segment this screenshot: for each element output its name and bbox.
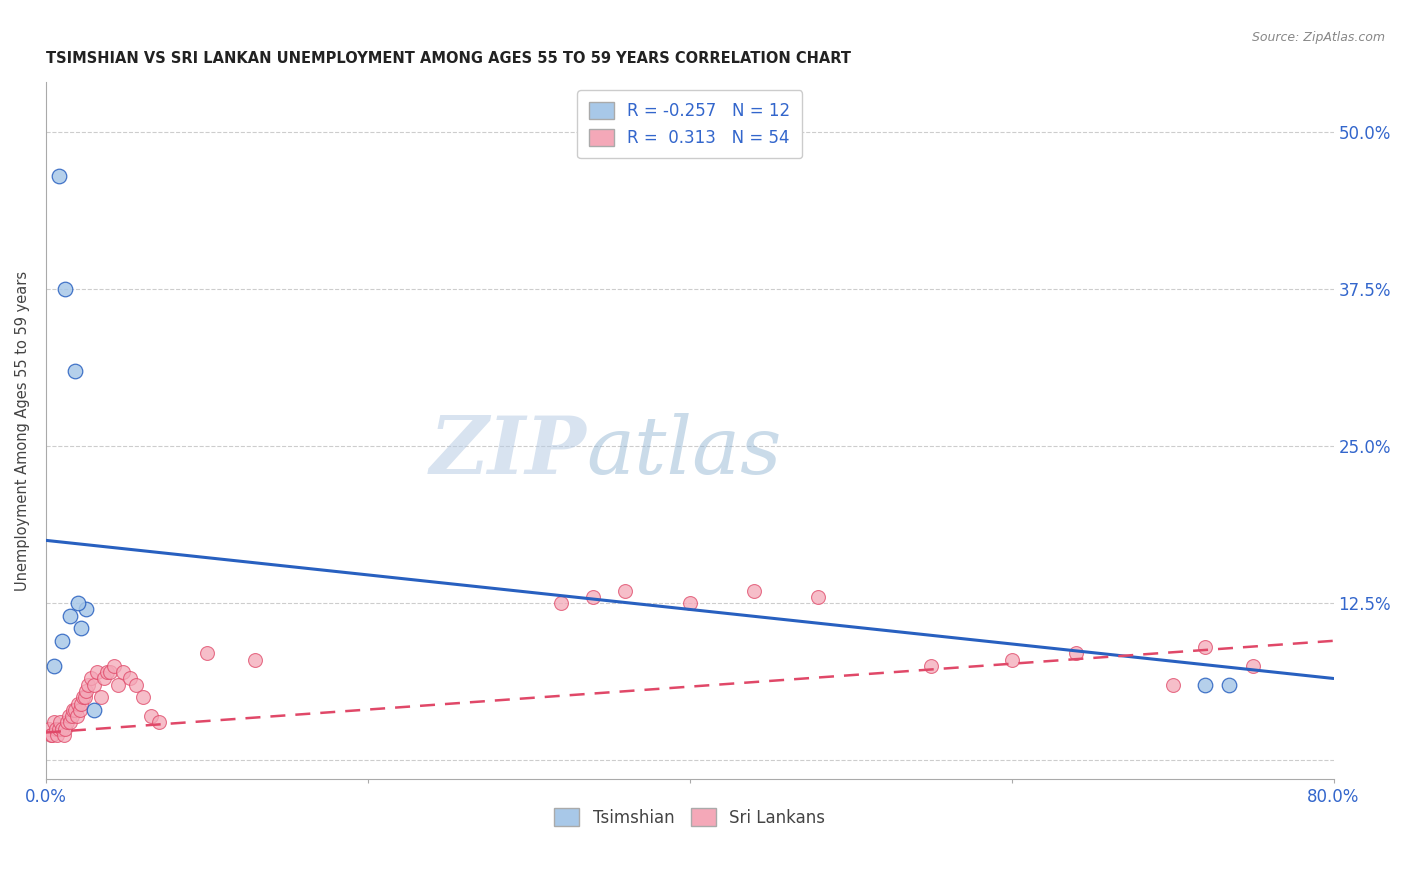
Point (93, 672, 115, 686)
Point (75, 684, 97, 698)
Point (75, 602, 97, 616)
Point (73, 690, 96, 705)
Point (112, 665, 135, 680)
Point (59, 608, 82, 623)
Point (53, 282, 76, 296)
Point (1064, 646, 1087, 660)
Point (48, 169, 70, 184)
Point (1161, 678, 1184, 692)
Text: TSIMSHIAN VS SRI LANKAN UNEMPLOYMENT AMONG AGES 55 TO 59 YEARS CORRELATION CHART: TSIMSHIAN VS SRI LANKAN UNEMPLOYMENT AMO… (46, 51, 851, 66)
Point (67, 697, 90, 711)
Point (58, 709, 80, 723)
Point (83, 703, 105, 717)
Point (67, 596, 90, 610)
Point (107, 678, 129, 692)
Point (1001, 653, 1024, 667)
Point (65, 709, 87, 723)
Point (42, 715, 65, 730)
Point (103, 659, 125, 673)
Point (80, 672, 103, 686)
Point (98, 665, 121, 680)
Point (1218, 678, 1240, 692)
Legend: Tsimshian, Sri Lankans: Tsimshian, Sri Lankans (547, 802, 832, 833)
Text: atlas: atlas (586, 413, 782, 491)
Point (39, 728, 62, 742)
Point (53, 722, 76, 736)
Point (51, 722, 73, 736)
Point (63, 364, 86, 378)
Point (69, 703, 91, 717)
Point (125, 678, 148, 692)
Point (42, 659, 65, 673)
Y-axis label: Unemployment Among Ages 55 to 59 years: Unemployment Among Ages 55 to 59 years (15, 270, 30, 591)
Point (83, 678, 105, 692)
Point (52, 728, 75, 742)
Point (56, 715, 79, 730)
Point (582, 590, 605, 604)
Point (742, 583, 765, 598)
Point (131, 690, 153, 705)
Point (72, 690, 94, 705)
Point (76, 678, 98, 692)
Point (70, 697, 93, 711)
Point (614, 583, 637, 598)
Point (1241, 659, 1264, 673)
Point (807, 590, 830, 604)
Point (245, 653, 267, 667)
Point (118, 672, 141, 686)
Point (920, 659, 942, 673)
Point (48, 722, 70, 736)
Point (59, 715, 82, 730)
Point (679, 596, 702, 610)
Point (90, 690, 112, 705)
Point (62, 703, 84, 717)
Point (38, 722, 60, 736)
Point (96, 665, 118, 680)
Point (60, 709, 83, 723)
Point (1194, 678, 1216, 692)
Text: Source: ZipAtlas.com: Source: ZipAtlas.com (1251, 31, 1385, 45)
Text: ZIP: ZIP (430, 413, 586, 491)
Point (45, 722, 67, 736)
Point (46, 728, 69, 742)
Point (550, 596, 572, 610)
Point (41, 728, 63, 742)
Point (86, 665, 108, 680)
Point (1194, 640, 1216, 654)
Point (139, 709, 162, 723)
Point (70, 621, 93, 635)
Point (148, 715, 170, 730)
Point (63, 703, 86, 717)
Point (49, 715, 72, 730)
Point (51, 633, 73, 648)
Point (195, 646, 218, 660)
